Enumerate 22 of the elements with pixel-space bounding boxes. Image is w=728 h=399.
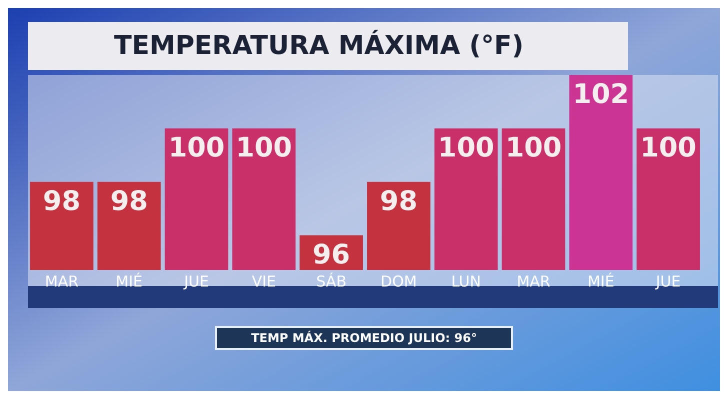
x-tick-label: DOM bbox=[380, 272, 417, 290]
data-label: 100 bbox=[168, 132, 225, 164]
data-label: 100 bbox=[236, 132, 292, 164]
chart-title: TEMPERATURA MÁXIMA (°F) bbox=[114, 29, 524, 61]
x-tick-label: MAR bbox=[516, 272, 550, 290]
data-label: 100 bbox=[505, 132, 562, 164]
text: TEMP MÁX. PROMEDIO JULIO: 96° bbox=[251, 330, 477, 345]
x-tick-label: LUN bbox=[451, 272, 482, 290]
x-tick-label: JUE bbox=[183, 272, 209, 290]
x-tick-label: JUE bbox=[654, 272, 681, 290]
x-tick-label: SÁB bbox=[316, 272, 346, 290]
x-tick-label: MAR bbox=[44, 272, 79, 290]
data-label: 102 bbox=[572, 79, 630, 110]
x-tick-label: MIÉ bbox=[587, 272, 614, 290]
data-label: 100 bbox=[640, 132, 696, 164]
data-label: 98 bbox=[110, 186, 148, 217]
data-label: 98 bbox=[42, 186, 80, 217]
data-label: 100 bbox=[438, 132, 494, 164]
data-label: 96 bbox=[312, 239, 350, 270]
x-tick-label: VIE bbox=[252, 272, 276, 290]
x-tick-label: MIÉ bbox=[116, 272, 143, 290]
data-label: 98 bbox=[380, 186, 418, 217]
